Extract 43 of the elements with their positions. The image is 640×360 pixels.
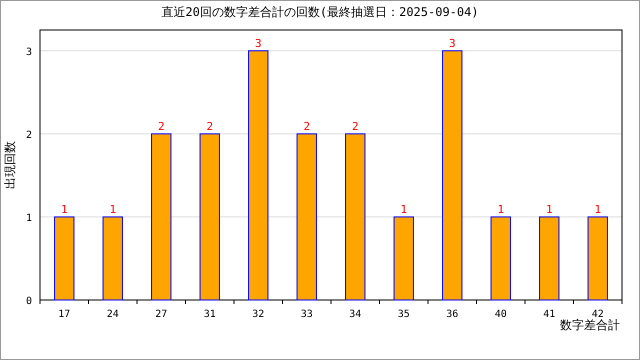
bar xyxy=(296,133,317,300)
bar xyxy=(490,216,511,300)
data-label: 2 xyxy=(206,120,214,133)
data-label: 1 xyxy=(594,202,602,216)
x-tick-label: 41 xyxy=(543,309,556,320)
bar xyxy=(151,133,172,300)
data-label: 2 xyxy=(303,120,310,133)
y-tick-label: 0 xyxy=(26,296,32,307)
bar xyxy=(442,50,462,300)
x-tick-label: 42 xyxy=(592,309,604,320)
x-tick-label: 35 xyxy=(398,309,410,320)
data-label: 2 xyxy=(158,120,165,133)
y-tick-label: 3 xyxy=(26,46,32,58)
data-label: 1 xyxy=(400,202,408,216)
x-tick-label: 36 xyxy=(446,309,458,320)
data-label: 1 xyxy=(497,202,504,216)
x-tick-label: 24 xyxy=(106,309,119,320)
data-label: 3 xyxy=(448,36,456,50)
bar xyxy=(200,133,220,300)
bar xyxy=(54,216,74,300)
y-tick-label: 1 xyxy=(26,212,32,224)
bar xyxy=(539,216,560,300)
data-label: 2 xyxy=(352,120,359,133)
x-tick-label: 31 xyxy=(204,309,216,320)
y-axis-title: 出現回数 xyxy=(3,141,17,189)
x-axis-title: 数字差合計 xyxy=(560,318,620,332)
data-label: 1 xyxy=(60,202,68,216)
bar xyxy=(588,216,608,300)
x-tick-label: 17 xyxy=(58,309,70,320)
bar xyxy=(248,50,268,300)
x-tick-label: 27 xyxy=(155,309,168,320)
bar xyxy=(102,216,123,300)
y-tick-label: 2 xyxy=(26,130,32,141)
data-label: 1 xyxy=(109,202,116,216)
x-tick-label: 33 xyxy=(300,309,313,320)
data-label: 1 xyxy=(546,202,553,216)
data-label: 3 xyxy=(254,36,262,50)
x-tick-label: 40 xyxy=(494,309,507,320)
chart-title: 直近20回の数字差合計の回数(最終抽選日：2025-09-04) xyxy=(161,5,479,19)
x-tick-label: 34 xyxy=(349,309,362,320)
bar xyxy=(345,133,366,300)
x-tick-label: 32 xyxy=(252,309,264,320)
bar xyxy=(394,216,414,300)
